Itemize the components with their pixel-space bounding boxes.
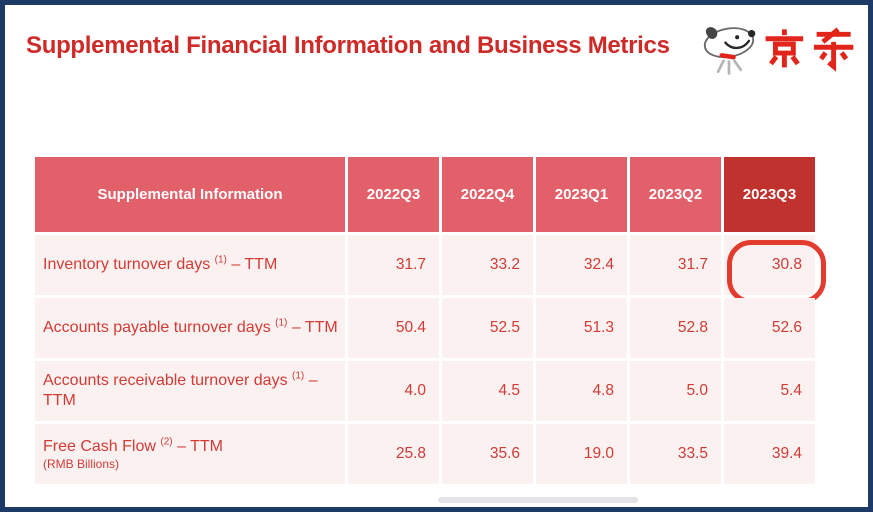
supplemental-info-table: Supplemental Information 2022Q3 2022Q4 2…	[35, 157, 826, 484]
table-cell: 4.5	[442, 361, 533, 421]
table-cell: 5.4	[724, 361, 815, 421]
row-label-free-cash-flow: Free Cash Flow (2) – TTM (RMB Billions)	[35, 424, 345, 484]
col-header-supplemental-information: Supplemental Information	[35, 157, 345, 232]
table-cell-highlighted: 30.8	[724, 235, 826, 304]
col-header-2023q2: 2023Q2	[630, 157, 721, 232]
col-header-2022q4: 2022Q4	[442, 157, 533, 232]
table-cell: 31.7	[630, 235, 721, 295]
jd-mascot-icon	[703, 27, 756, 75]
table-cell: 52.6	[724, 298, 815, 358]
table-cell: 4.8	[536, 361, 627, 421]
row-label-accounts-receivable: Accounts receivable turnover days (1) – …	[35, 361, 345, 421]
table-cell: 31.7	[348, 235, 439, 295]
table-cell: 19.0	[536, 424, 627, 484]
table-cell: 33.5	[630, 424, 721, 484]
table-cell: 50.4	[348, 298, 439, 358]
table-cell: 4.0	[348, 361, 439, 421]
page-title: Supplemental Financial Information and B…	[26, 32, 670, 59]
col-header-2023q3: 2023Q3	[724, 157, 815, 232]
table-cell: 25.8	[348, 424, 439, 484]
table-cell: 51.3	[536, 298, 627, 358]
table-cell: 5.0	[630, 361, 721, 421]
row-label-accounts-payable: Accounts payable turnover days (1) – TTM	[35, 298, 345, 358]
row-subnote-rmb-billions: (RMB Billions)	[43, 456, 120, 471]
table-cell: 35.6	[442, 424, 533, 484]
col-header-2023q1: 2023Q1	[536, 157, 627, 232]
jd-wordmark-jingdong	[765, 26, 854, 72]
table-cell: 32.4	[536, 235, 627, 295]
col-header-2022q3: 2022Q3	[348, 157, 439, 232]
table-cell: 52.5	[442, 298, 533, 358]
row-label-inventory-turnover: Inventory turnover days (1) – TTM	[35, 235, 345, 295]
table-cell: 52.8	[630, 298, 721, 358]
jd-logo	[700, 19, 856, 79]
horizontal-scrollbar-thumb[interactable]	[438, 497, 638, 503]
table-cell: 39.4	[724, 424, 815, 484]
table-cell: 33.2	[442, 235, 533, 295]
